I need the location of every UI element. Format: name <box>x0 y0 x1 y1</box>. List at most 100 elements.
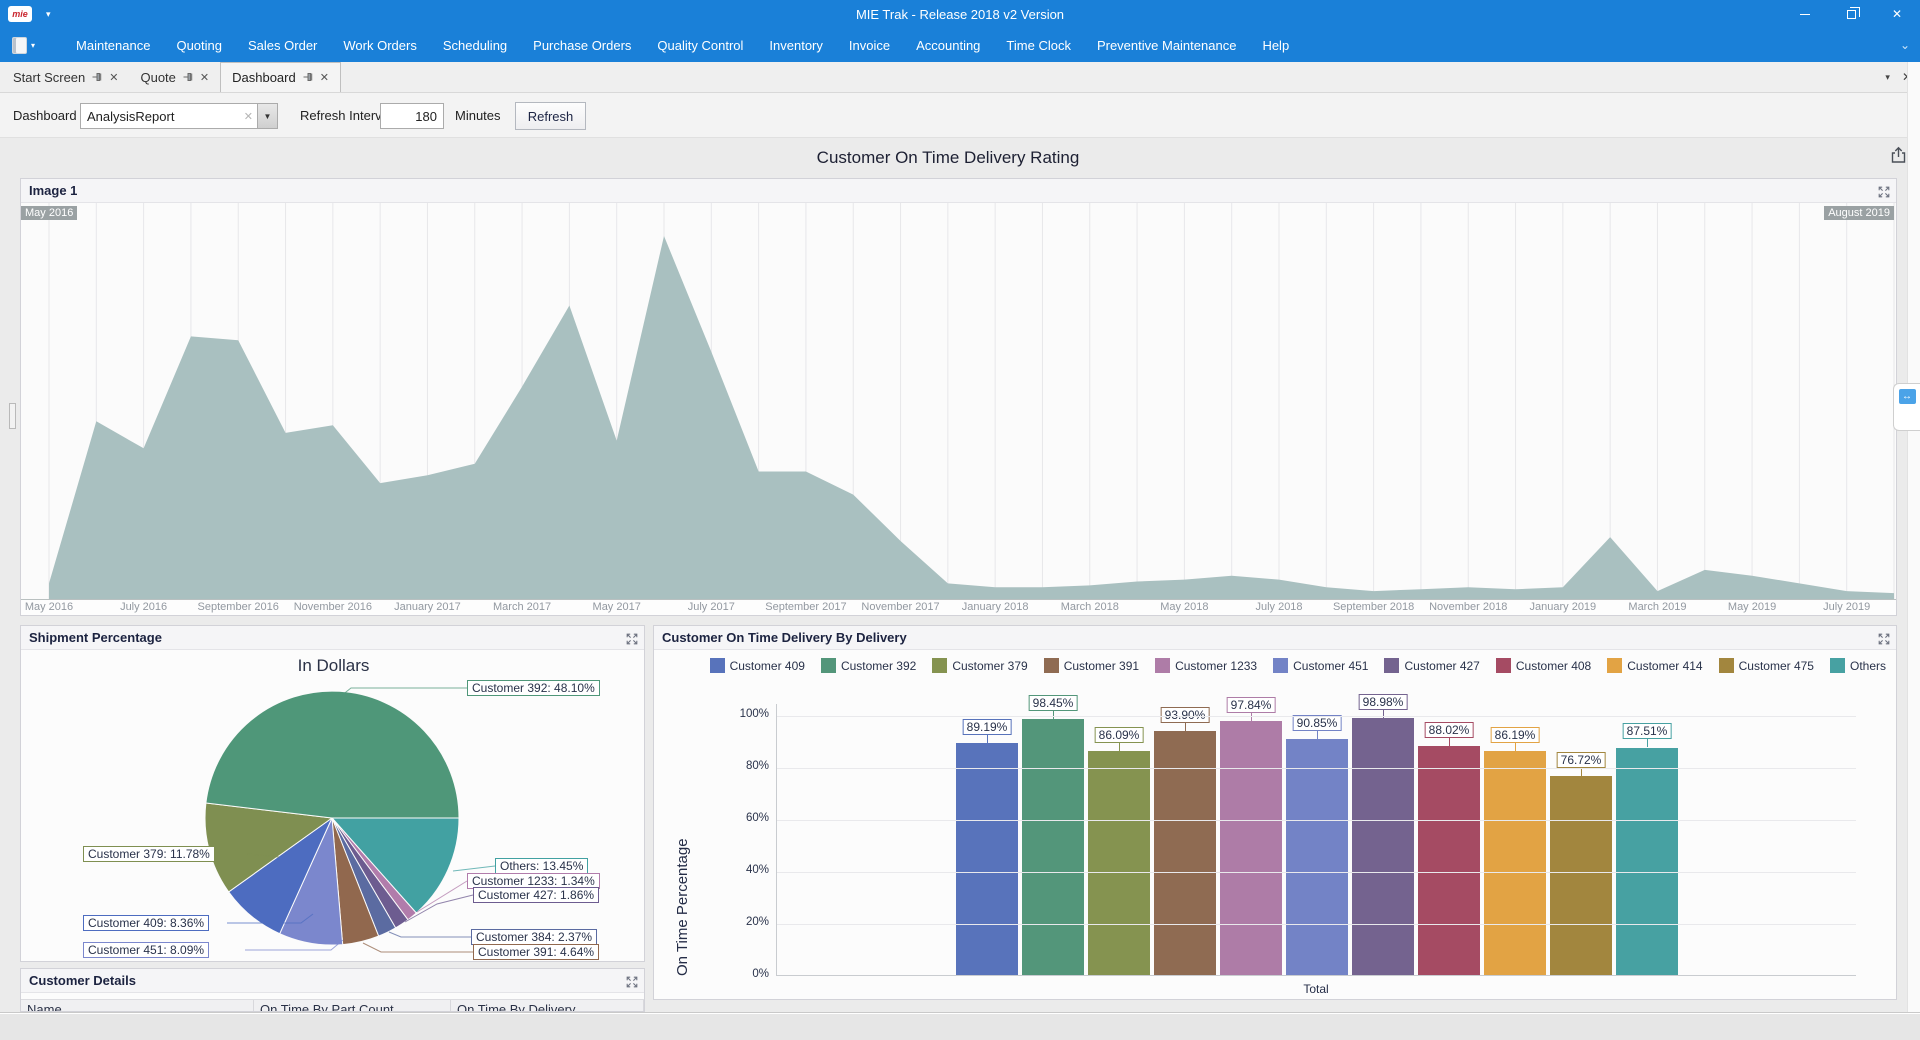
bar-chart-legend: Customer 409 Customer 392 Customer 379 Cust… <box>710 658 1886 673</box>
menu-item-maintenance[interactable]: Maintenance <box>63 28 163 62</box>
pin-icon[interactable] <box>183 70 193 85</box>
pin-icon[interactable] <box>303 70 313 85</box>
bar-customer-408[interactable]: 88.02% <box>1418 703 1480 975</box>
area-chart-x-axis: May 2016July 2016September 2016November … <box>21 599 1896 615</box>
gridline <box>777 872 1856 873</box>
bar-customer-414[interactable]: 86.19% <box>1484 703 1546 975</box>
menu-item-accounting[interactable]: Accounting <box>903 28 993 62</box>
y-tick-label: 80% <box>714 760 769 772</box>
menu-item-quoting[interactable]: Quoting <box>163 28 235 62</box>
export-icon[interactable] <box>1889 146 1908 169</box>
legend-swatch <box>1155 658 1170 673</box>
menu-item-help[interactable]: Help <box>1249 28 1302 62</box>
maximize-panel-icon[interactable] <box>626 632 638 650</box>
bar-series[interactable] <box>1550 776 1612 976</box>
details-column-header[interactable]: On Time By Part Count <box>254 1000 451 1012</box>
legend-item-customer-427[interactable]: Customer 427 <box>1384 658 1479 673</box>
menu-item-preventive-maintenance[interactable]: Preventive Maintenance <box>1084 28 1249 62</box>
tab-quote[interactable]: Quote✕ <box>129 62 220 92</box>
bar-series[interactable] <box>1220 721 1282 975</box>
menu-item-scheduling[interactable]: Scheduling <box>430 28 520 62</box>
bar-series[interactable] <box>1418 746 1480 975</box>
legend-item-others[interactable]: Others <box>1830 658 1886 673</box>
bar-others[interactable]: 87.51% <box>1616 703 1678 975</box>
area-series <box>49 236 1894 599</box>
legend-item-customer-379[interactable]: Customer 379 <box>932 658 1027 673</box>
area-chart[interactable]: May 2016 August 2019 <box>21 203 1896 599</box>
menu-item-time-clock[interactable]: Time Clock <box>993 28 1084 62</box>
close-tab-icon[interactable]: ✕ <box>109 71 118 84</box>
bar-customer-427[interactable]: 98.98% <box>1352 703 1414 975</box>
combobox-clear-icon[interactable]: ✕ <box>244 110 257 123</box>
bar-customer-391[interactable]: 93.90% <box>1154 703 1216 975</box>
legend-label: Customer 427 <box>1404 659 1479 673</box>
dashboard-content: Customer On Time Delivery Rating Image 1… <box>0 138 1920 1012</box>
bar-series[interactable] <box>1484 751 1546 975</box>
details-column-header[interactable]: Name <box>21 1000 254 1012</box>
legend-item-customer-1233[interactable]: Customer 1233 <box>1155 658 1257 673</box>
panel-image1-title: Image 1 <box>21 183 77 198</box>
range-start-label: May 2016 <box>21 206 77 220</box>
bar-customer-379[interactable]: 86.09% <box>1088 703 1150 975</box>
bar-customer-409[interactable]: 89.19% <box>956 703 1018 975</box>
pie-slice-label: Customer 451: 8.09% <box>83 942 209 958</box>
bar-series[interactable] <box>1352 718 1414 975</box>
restore-button[interactable] <box>1828 0 1874 28</box>
x-tick-label: September 2017 <box>765 601 846 613</box>
refresh-interval-input[interactable] <box>380 103 444 129</box>
bar-series[interactable] <box>956 743 1018 975</box>
close-tab-icon[interactable]: ✕ <box>320 71 329 84</box>
bar-series[interactable] <box>1616 748 1678 976</box>
legend-item-customer-451[interactable]: Customer 451 <box>1273 658 1368 673</box>
menu-item-sales-order[interactable]: Sales Order <box>235 28 330 62</box>
pin-icon[interactable] <box>92 70 102 85</box>
x-tick-label: March 2018 <box>1061 601 1119 613</box>
menu-item-inventory[interactable]: Inventory <box>756 28 835 62</box>
tab-list-dropdown-icon[interactable]: ▾ <box>1885 72 1890 83</box>
bar-customer-1233[interactable]: 97.84% <box>1220 703 1282 975</box>
app-menu-button[interactable]: ▾ <box>0 28 45 62</box>
pie-chart-title: In Dollars <box>21 656 646 676</box>
close-tab-icon[interactable]: ✕ <box>200 71 209 84</box>
bar-value-label: 98.45% <box>1029 695 1078 711</box>
bar-series[interactable] <box>1022 719 1084 975</box>
maximize-panel-icon[interactable] <box>626 975 638 993</box>
combobox-dropdown-icon[interactable]: ▼ <box>257 104 277 128</box>
bar-customer-475[interactable]: 76.72% <box>1550 703 1612 975</box>
tab-start-screen[interactable]: Start Screen✕ <box>2 62 129 92</box>
legend-item-customer-392[interactable]: Customer 392 <box>821 658 916 673</box>
refresh-button[interactable]: Refresh <box>515 102 586 130</box>
bar-chart[interactable]: 89.19%98.45%86.09%93.90%97.84%90.85%98.9… <box>776 704 1856 976</box>
menu-item-work-orders[interactable]: Work Orders <box>330 28 429 62</box>
tab-dashboard[interactable]: Dashboard✕ <box>220 62 341 92</box>
bar-customer-451[interactable]: 90.85% <box>1286 703 1348 975</box>
legend-item-customer-414[interactable]: Customer 414 <box>1607 658 1702 673</box>
maximize-panel-icon[interactable] <box>1878 185 1890 203</box>
pie-chart[interactable] <box>21 626 646 963</box>
menu-item-quality-control[interactable]: Quality Control <box>644 28 756 62</box>
close-button[interactable]: ✕ <box>1874 0 1920 28</box>
right-scroll-strip[interactable] <box>1907 62 1920 1040</box>
maximize-panel-icon[interactable] <box>1878 632 1890 650</box>
bar-series[interactable] <box>1088 751 1150 975</box>
app-menu-icon <box>12 37 27 54</box>
flyout-handle[interactable]: ↔ <box>1893 383 1920 431</box>
minimize-button[interactable] <box>1782 0 1828 28</box>
quick-access-dropdown-icon[interactable]: ▾ <box>46 9 51 20</box>
dashboard-combobox[interactable]: AnalysisReport ✕ ▼ <box>80 103 278 129</box>
legend-item-customer-475[interactable]: Customer 475 <box>1719 658 1814 673</box>
dashboard-combobox-value: AnalysisReport <box>81 109 244 124</box>
legend-item-customer-391[interactable]: Customer 391 <box>1044 658 1139 673</box>
menu-item-purchase-orders[interactable]: Purchase Orders <box>520 28 644 62</box>
menu-item-invoice[interactable]: Invoice <box>836 28 903 62</box>
y-tick-label: 40% <box>714 864 769 876</box>
details-column-header[interactable]: On Time By Delivery <box>451 1000 644 1012</box>
legend-item-customer-408[interactable]: Customer 408 <box>1496 658 1591 673</box>
left-splitter-handle[interactable] <box>9 403 16 429</box>
x-tick-label: July 2018 <box>1255 601 1302 613</box>
tabs: Start Screen✕Quote✕Dashboard✕ <box>0 62 1920 92</box>
ribbon-collapse-icon[interactable]: ⌄ <box>1900 38 1910 52</box>
bar-series[interactable] <box>1286 739 1348 975</box>
bar-customer-392[interactable]: 98.45% <box>1022 703 1084 975</box>
legend-item-customer-409[interactable]: Customer 409 <box>710 658 805 673</box>
